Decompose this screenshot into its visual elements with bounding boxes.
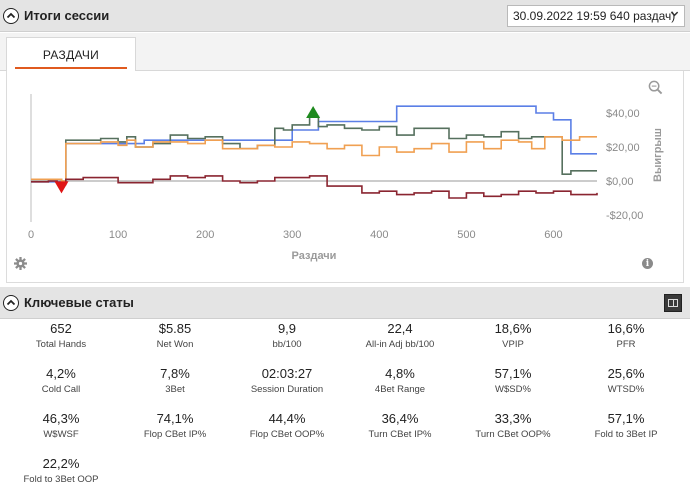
stat-value: 02:03:27 [261, 366, 313, 381]
y-tick-label: $20,00 [606, 142, 640, 154]
x-tick-label: 400 [370, 229, 388, 241]
stat-label: Turn CBet IP% [368, 429, 432, 440]
stat-value: $5.85 [158, 321, 192, 336]
stat-label: Turn CBet OOP% [475, 429, 551, 440]
stat-label: Session Duration [250, 384, 324, 395]
stat-value: 44,4% [268, 411, 306, 426]
stat-label: 4Bet Range [374, 384, 426, 395]
stat-value: 9,9 [277, 321, 297, 336]
session-select[interactable]: 30.09.2022 19:59 640 раздач) [507, 5, 685, 27]
stat-value: 4,2% [46, 366, 76, 381]
gear-icon[interactable] [14, 257, 27, 275]
stat-item: 652 Total Hands [3, 321, 119, 350]
info-icon[interactable]: i [642, 258, 653, 269]
stat-item: 46,3% W$WSF [3, 411, 119, 440]
stat-item: 25,6% WTSD% [568, 366, 684, 395]
x-tick-label: 600 [544, 229, 562, 241]
winnings-chart: 0 100 200 300 400 500 600 $40,00 $20,00 $0,00 -$20… [28, 94, 664, 262]
tab-bar: РАЗДАЧИ [0, 33, 690, 72]
stat-item: 57,1% W$SD% [455, 366, 571, 395]
stat-value: 4,8% [385, 366, 415, 381]
stat-item: $5.85 Net Won [117, 321, 233, 350]
stat-item: 9,9 bb/100 [229, 321, 345, 350]
stat-item: 4,2% Cold Call [3, 366, 119, 395]
stat-label: bb/100 [272, 339, 302, 350]
tab-hands-label: РАЗДАЧИ [42, 47, 100, 62]
stat-item: 18,6% VPIP [455, 321, 571, 350]
session-select-value: 30.09.2022 19:59 640 раздач) [513, 9, 676, 23]
session-summary-title: Итоги сессии [24, 8, 110, 23]
stat-label: Net Won [156, 339, 194, 350]
hands-chart-container [6, 71, 684, 283]
stat-item: 02:03:27 Session Duration [229, 366, 345, 395]
stat-value: 18,6% [494, 321, 532, 336]
stat-label: W$SD% [495, 384, 531, 395]
min-win-marker [54, 181, 69, 194]
stat-label: VPIP [502, 339, 524, 350]
stat-label: Fold to 3Bet IP [594, 429, 658, 440]
stat-label: Fold to 3Bet OOP [23, 474, 99, 485]
max-win-marker [306, 106, 321, 118]
stat-value: 36,4% [381, 411, 419, 426]
stat-label: Flop CBet IP% [143, 429, 207, 440]
y-tick-label: $40,00 [606, 108, 640, 120]
magnifier-icon[interactable] [648, 80, 663, 100]
y-axis-label: Выигрыш [652, 128, 664, 182]
stat-item: 22,4 All-in Adj bb/100 [342, 321, 458, 350]
tab-hands[interactable]: РАЗДАЧИ [6, 37, 136, 72]
x-tick-label: 100 [109, 229, 127, 241]
key-stats-header: Ключевые статы [0, 287, 690, 319]
series-line-1 [31, 115, 597, 182]
stat-label: Total Hands [35, 339, 87, 350]
chevron-up-icon[interactable] [3, 8, 19, 24]
chevron-down-icon [670, 9, 679, 21]
stat-item: 22,2% Fold to 3Bet OOP [3, 456, 119, 485]
stat-value: 7,8% [160, 366, 190, 381]
layout-toggle-icon[interactable] [664, 294, 682, 312]
x-axis-label: Раздачи [292, 250, 337, 262]
stat-value: 652 [50, 321, 72, 336]
stat-label: All-in Adj bb/100 [365, 339, 435, 350]
x-tick-label: 500 [457, 229, 475, 241]
stat-item: 16,6% PFR [568, 321, 684, 350]
series-line-3 [31, 175, 598, 199]
stat-value: 22,2% [42, 456, 80, 471]
stat-value: 16,6% [607, 321, 645, 336]
stat-label: 3Bet [165, 384, 185, 395]
stat-value: 25,6% [607, 366, 645, 381]
stat-label: W$WSF [43, 429, 79, 440]
series-line-2 [31, 136, 597, 182]
stat-label: WTSD% [607, 384, 645, 395]
stat-item: 7,8% 3Bet [117, 366, 233, 395]
stat-item: 74,1% Flop CBet IP% [117, 411, 233, 440]
stat-item: 44,4% Flop CBet OOP% [229, 411, 345, 440]
tab-active-indicator [15, 67, 127, 69]
stat-item: 4,8% 4Bet Range [342, 366, 458, 395]
x-tick-label: 0 [28, 229, 34, 241]
stat-value: 33,3% [494, 411, 532, 426]
key-stats-grid: 652 Total Hands $5.85 Net Won 9,9 bb/100 22,4 A… [0, 321, 690, 504]
session-summary-header: Итоги сессии 30.09.2022 19:59 640 раздач… [0, 0, 690, 32]
stat-label: PFR [616, 339, 636, 350]
stat-label: Flop CBet OOP% [249, 429, 325, 440]
stat-value: 22,4 [387, 321, 413, 336]
stat-value: 57,1% [494, 366, 532, 381]
chevron-up-icon[interactable] [3, 295, 19, 311]
y-tick-label: $0,00 [606, 176, 634, 188]
x-tick-label: 300 [283, 229, 301, 241]
key-stats-title: Ключевые статы [24, 295, 134, 310]
y-tick-label: -$20,00 [606, 210, 643, 222]
stat-item: 36,4% Turn CBet IP% [342, 411, 458, 440]
stat-item: 57,1% Fold to 3Bet IP [568, 411, 684, 440]
stat-value: 74,1% [156, 411, 194, 426]
stat-value: 57,1% [607, 411, 645, 426]
stat-label: Cold Call [41, 384, 81, 395]
stat-value: 46,3% [42, 411, 80, 426]
x-tick-label: 200 [196, 229, 214, 241]
stat-item: 33,3% Turn CBet OOP% [455, 411, 571, 440]
